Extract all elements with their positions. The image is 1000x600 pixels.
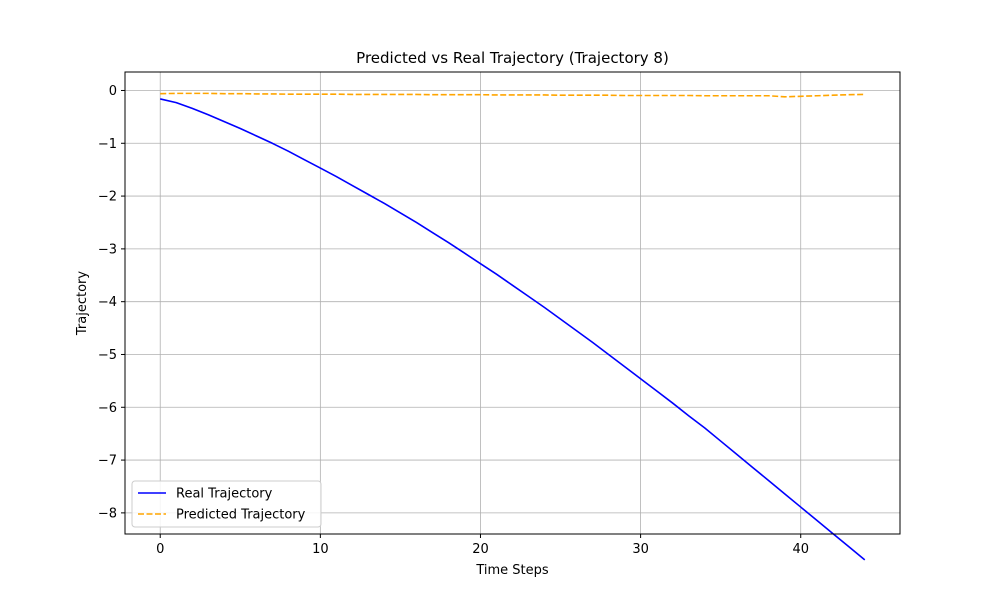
y-tick-label: −5: [98, 348, 117, 363]
x-axis-label: Time Steps: [475, 563, 549, 578]
legend-box: [131, 480, 322, 528]
x-tick-label: 30: [632, 542, 649, 557]
y-axis-label: Trajectory: [75, 271, 90, 336]
x-tick-label: 20: [472, 542, 489, 557]
legend: Real Trajectory Predicted Trajectory: [131, 480, 322, 528]
plot-frame: [124, 71, 901, 535]
y-tick-label: −4: [98, 295, 117, 310]
legend-label: Predicted Trajectory: [176, 508, 306, 523]
legend-label: Real Trajectory: [176, 487, 273, 502]
x-tick-label: 0: [156, 542, 164, 557]
y-tick-label: −1: [98, 137, 117, 152]
y-tick-label: −2: [98, 190, 117, 205]
y-tick-label: −3: [98, 242, 117, 257]
y-tick-label: −8: [98, 506, 117, 521]
series-line-predicted: [160, 92, 865, 98]
series-layer: [160, 92, 866, 561]
x-tick-label: 40: [792, 542, 809, 557]
ticks: 0 10 20 30 40 0 −1 −2 −3 −4 −5 −6 −7 −8: [98, 84, 809, 557]
y-tick-label: −7: [98, 454, 117, 469]
y-tick-label: 0: [109, 84, 117, 99]
grid: [125, 72, 900, 534]
x-tick-label: 10: [312, 542, 329, 557]
chart-title: Predicted vs Real Trajectory (Trajectory…: [356, 49, 669, 67]
y-tick-label: −6: [98, 401, 117, 416]
series-line-real: [160, 98, 866, 561]
